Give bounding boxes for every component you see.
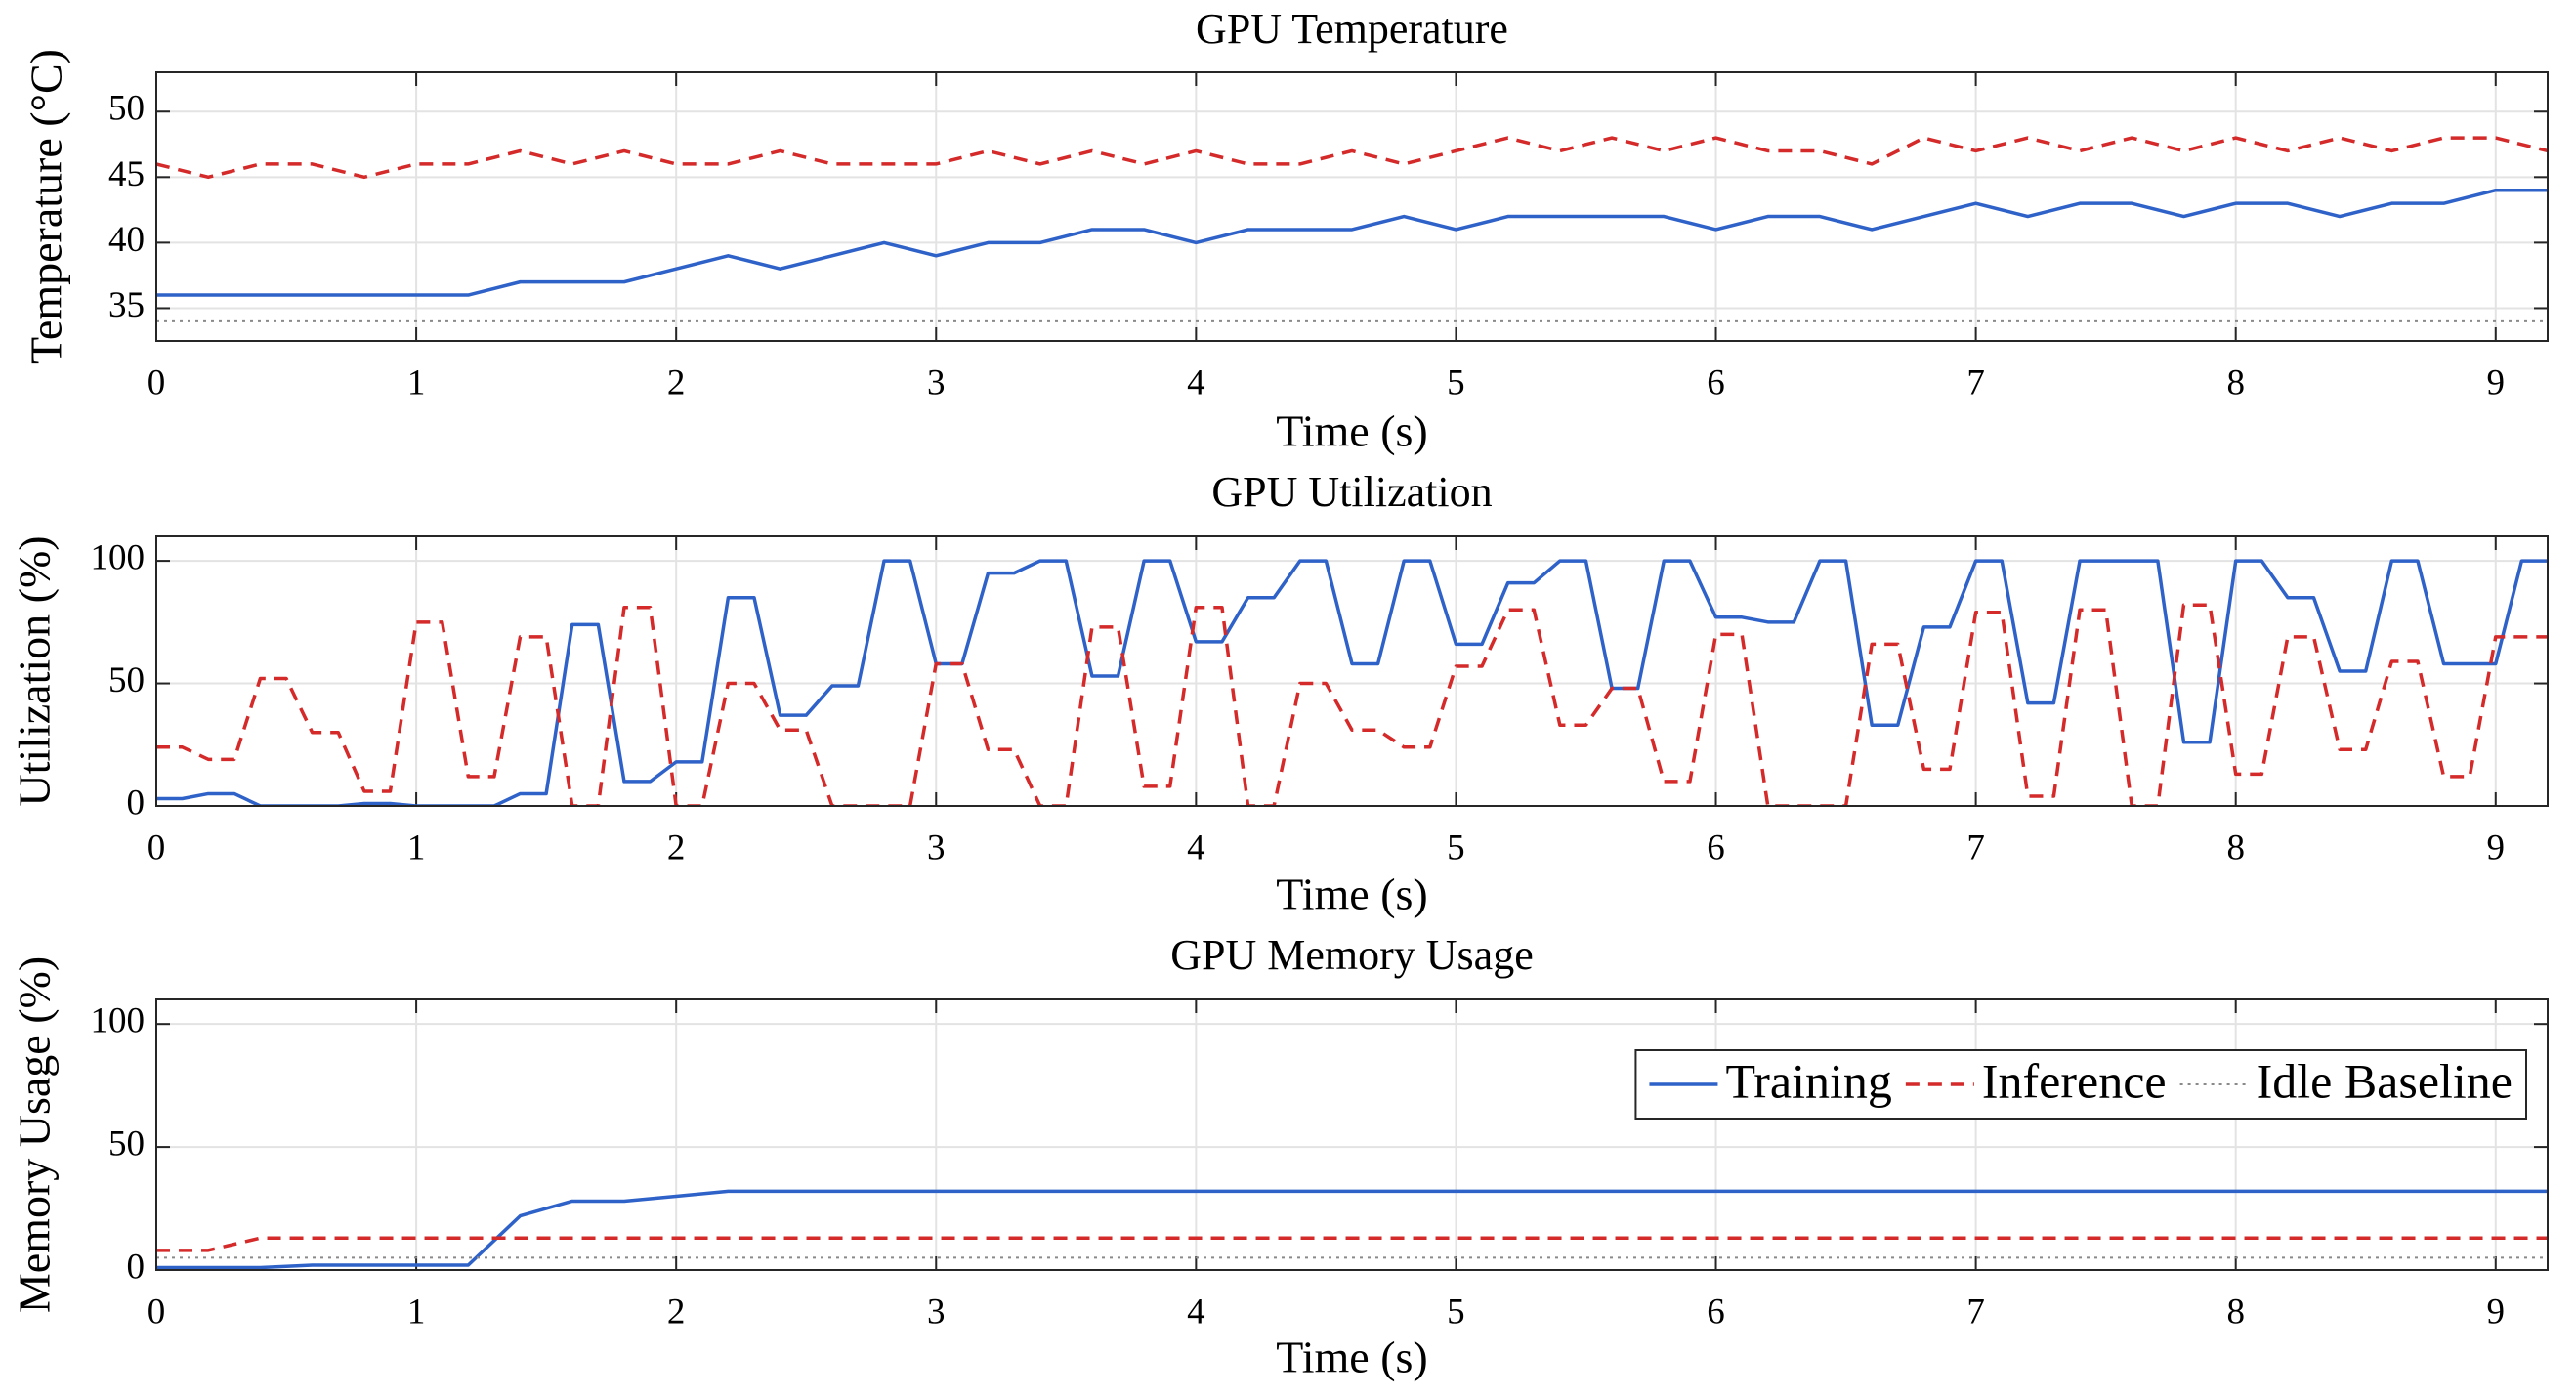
x-tick-label: 6 [1707,1292,1725,1332]
chart-title: GPU Temperature [1196,5,1508,53]
legend: Training Inference Idle Baseline [1634,1049,2527,1120]
x-tick-label: 2 [667,1292,686,1332]
y-axis-label: Temperature (°C) [21,49,71,364]
series-line [156,1236,2548,1252]
x-tick-label: 8 [2226,827,2245,868]
legend-label: Inference [1982,1053,2167,1108]
x-tick-label: 6 [1707,362,1725,402]
y-tick-label: 45 [108,154,145,194]
x-tick-label: 0 [148,827,166,868]
plot-area [156,999,2548,1270]
legend-box [1634,1049,2527,1120]
series-line [156,1189,2548,1270]
series-line [156,188,2548,297]
y-tick-label: 40 [108,220,145,260]
x-axis-label: Time (s) [1276,1333,1428,1382]
legend-label: Idle Baseline [2257,1053,2513,1108]
plot-area [156,536,2548,806]
y-axis-label: Memory Usage (%) [10,956,60,1313]
x-tick-label: 7 [1966,1292,1985,1332]
x-tick-label: 4 [1187,1292,1205,1332]
x-tick-label: 9 [2487,827,2506,868]
chart-title: GPU Utilization [1211,468,1492,516]
y-tick-label: 100 [91,1001,146,1041]
y-tick-label: 50 [108,1124,145,1165]
x-tick-label: 6 [1707,827,1725,868]
x-tick-label: 1 [407,1292,426,1332]
y-tick-label: 0 [127,783,146,823]
x-tick-label: 4 [1187,827,1205,868]
x-tick-label: 3 [927,362,946,402]
x-tick-label: 7 [1966,362,1985,402]
plot-area [156,72,2548,341]
x-tick-label: 1 [407,827,426,868]
y-tick-label: 50 [108,89,145,129]
x-tick-label: 9 [2487,362,2506,402]
x-tick-label: 1 [407,362,426,402]
x-tick-label: 4 [1187,362,1205,402]
legend-label: Training [1725,1053,1891,1108]
axes-box [155,71,2549,342]
x-tick-label: 5 [1447,1292,1465,1332]
y-tick-label: 35 [108,285,145,325]
y-tick-label: 100 [91,538,146,578]
x-tick-label: 9 [2487,1292,2506,1332]
x-tick-label: 8 [2226,1292,2245,1332]
x-tick-label: 3 [927,827,946,868]
axes-box [155,998,2549,1271]
x-axis-label: Time (s) [1276,869,1428,919]
x-tick-label: 2 [667,362,686,402]
x-axis-label: Time (s) [1276,406,1428,456]
x-tick-label: 3 [927,1292,946,1332]
x-tick-label: 2 [667,827,686,868]
series-line [156,559,2548,806]
y-tick-label: 0 [127,1247,146,1287]
x-tick-label: 7 [1966,827,1985,868]
y-tick-label: 50 [108,660,145,700]
series-line [156,603,2548,806]
series-line [156,136,2548,180]
x-tick-label: 0 [148,362,166,402]
x-tick-label: 5 [1447,827,1465,868]
axes-box [155,535,2549,807]
x-tick-label: 0 [148,1292,166,1332]
y-axis-label: Utilization (%) [10,535,60,806]
x-tick-label: 5 [1447,362,1465,402]
chart-title: GPU Memory Usage [1170,931,1534,979]
x-tick-label: 8 [2226,362,2245,402]
